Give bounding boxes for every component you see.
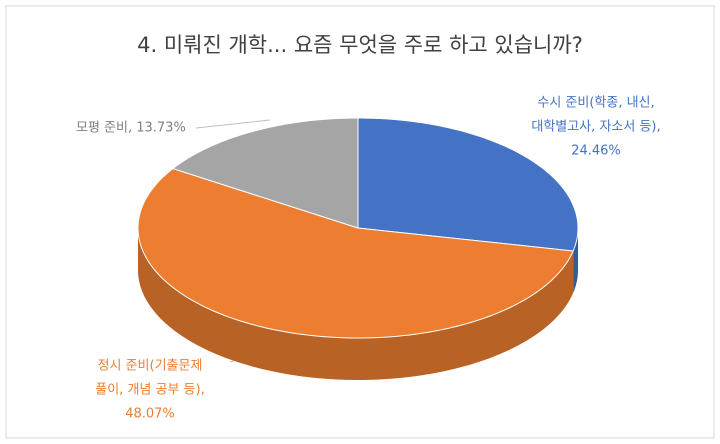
data-label: 24.46% <box>571 144 621 159</box>
slice-side <box>573 228 578 294</box>
pie-slice <box>357 117 579 294</box>
pie-slice <box>171 117 359 229</box>
leader-line <box>195 119 271 129</box>
data-label: 수시 준비(학종, 내신, <box>537 96 654 111</box>
data-label: 48.07% <box>125 407 175 422</box>
pie-slice <box>137 168 574 380</box>
slice-top <box>137 168 574 339</box>
data-label: 모평 준비, 13.73% <box>76 121 186 136</box>
chart-title: 4. 미뤄진 개학... 요즘 무엇을 주로 하고 있습니까? <box>137 33 583 57</box>
data-label: 풀이, 개념 공부 등), <box>95 383 204 398</box>
slice-top <box>357 117 579 252</box>
data-label: 대학별고사, 자소서 등), <box>531 120 660 135</box>
slice-top <box>171 117 359 229</box>
data-label: 정시 준비(기출문제 <box>98 359 203 374</box>
slice-side <box>138 228 574 380</box>
